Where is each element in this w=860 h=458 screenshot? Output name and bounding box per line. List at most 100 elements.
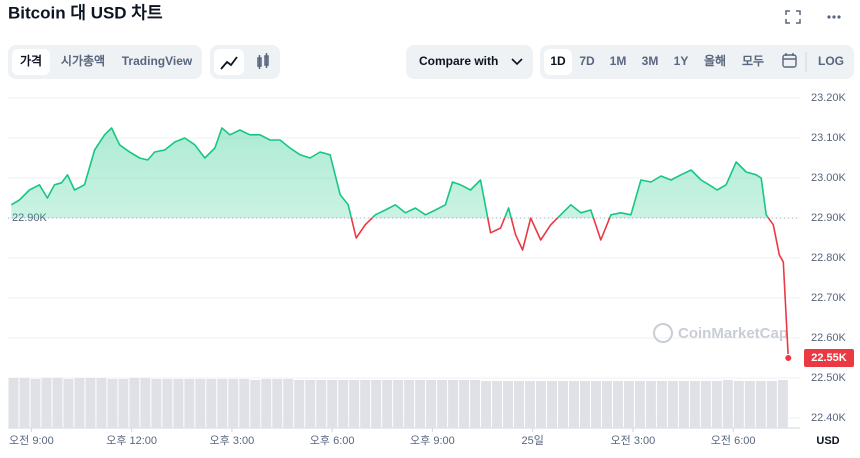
range-button[interactable]: 7D: [579, 54, 595, 68]
volume-bar: [19, 378, 30, 428]
x-tick-label: 오후 6:00: [310, 434, 355, 447]
volume-bar: [272, 379, 283, 428]
volume-bar: [360, 380, 371, 428]
volume-bar: [30, 379, 41, 428]
volume-bar: [514, 381, 525, 428]
volume-bar: [755, 381, 766, 428]
range-button[interactable]: 모두: [742, 54, 764, 68]
price-line: [10, 127, 790, 359]
volume-bar: [294, 380, 305, 428]
volume-bar: [601, 381, 612, 428]
x-tick-label: 오전 6:00: [711, 434, 756, 447]
volume-bar: [667, 381, 678, 428]
range-selected[interactable]: [544, 49, 572, 75]
volume-bar: [327, 380, 338, 428]
watermark: CoinMarketCap: [678, 325, 788, 342]
line-button[interactable]: [214, 49, 244, 75]
tab-group: [8, 45, 202, 79]
volume-bar: [206, 379, 217, 428]
volume-bar: [634, 381, 645, 428]
volume-bar: [547, 381, 558, 428]
volume-bar: [217, 379, 228, 428]
title: Bitcoin 대 USD 차트: [8, 3, 163, 22]
y-axis-label: USD: [816, 435, 839, 447]
volume-bar: [503, 381, 514, 428]
log-button[interactable]: LOG: [818, 54, 844, 68]
volume-bar: [173, 379, 184, 428]
range-button[interactable]: 1Y: [674, 54, 689, 68]
volume-bar: [41, 378, 52, 428]
volume-bar: [8, 378, 19, 428]
candle-icon[interactable]: [257, 53, 269, 69]
calendar-icon[interactable]: [782, 53, 797, 68]
volume-bar: [470, 380, 481, 428]
compare-label: Compare with: [419, 54, 498, 68]
volume-bar: [107, 379, 118, 428]
x-tick-label: 오전 9:00: [9, 434, 54, 447]
volume-bar: [623, 381, 634, 428]
volume-bar: [590, 381, 601, 428]
tab[interactable]: 시가총액: [61, 53, 105, 68]
volume-bar: [129, 378, 140, 428]
volume-bar: [151, 379, 162, 428]
range-button[interactable]: 1D: [550, 54, 566, 68]
volume-bar: [700, 381, 711, 428]
volume-bar: [96, 378, 107, 428]
volume-bar: [568, 381, 579, 428]
range-button[interactable]: 올해: [704, 54, 726, 68]
volume-bar: [195, 379, 206, 428]
y-tick-label: 22.90K: [811, 212, 847, 224]
x-tick-label: 25일: [521, 433, 543, 447]
volume-bar: [371, 380, 382, 428]
volume-bar: [404, 380, 415, 428]
volume-bar: [766, 381, 777, 428]
volume-bar: [382, 380, 393, 428]
volume-bar: [536, 381, 547, 428]
volume-bar: [656, 381, 667, 428]
volume-bar: [579, 381, 590, 428]
tab-selected[interactable]: [12, 49, 50, 75]
y-tick-label: 23.10K: [811, 132, 847, 144]
range-button[interactable]: 3M: [642, 54, 659, 68]
y-tick-label: 22.60K: [811, 332, 847, 344]
y-tick-label: 22.70K: [811, 292, 847, 304]
y-tick-label: 23.00K: [811, 172, 847, 184]
compare-dropdown[interactable]: [406, 45, 533, 79]
volume-bar: [711, 381, 722, 428]
volume-bar: [118, 379, 129, 428]
volume-bar: [338, 380, 349, 428]
volume-bar: [250, 380, 261, 428]
x-tick-label: 오후 12:00: [106, 434, 157, 447]
current-label: 22.55K: [811, 352, 847, 364]
chevron: [511, 58, 523, 66]
volume-bar: [426, 380, 437, 428]
volume-bar: [448, 380, 459, 428]
volume-bar: [283, 379, 294, 428]
last-point: [784, 354, 793, 362]
volume-bar: [689, 381, 700, 428]
volume-bar: [261, 379, 272, 428]
more-icon[interactable]: [827, 15, 841, 19]
range-button[interactable]: 1M: [610, 54, 627, 68]
tab[interactable]: 가격: [20, 53, 42, 68]
area-fill: [11, 128, 789, 218]
volume-bar: [52, 378, 63, 428]
volume-bar: [85, 378, 96, 428]
tab[interactable]: TradingView: [122, 54, 193, 68]
volume-bar: [228, 379, 239, 428]
watermark-logo: [653, 323, 673, 343]
volume-bar: [678, 381, 689, 428]
volume-bar: [645, 381, 656, 428]
expand-icon[interactable]: [785, 10, 801, 24]
volume-bar: [459, 380, 470, 428]
volume-bar: [612, 381, 623, 428]
volume-bar: [316, 380, 327, 428]
volume-bar: [525, 381, 536, 428]
volume-bar: [239, 379, 250, 428]
x-tick-label: 오전 3:00: [611, 434, 656, 447]
volume-bar: [722, 380, 733, 428]
volume-bar: [140, 378, 151, 428]
volume-bar: [437, 380, 448, 428]
